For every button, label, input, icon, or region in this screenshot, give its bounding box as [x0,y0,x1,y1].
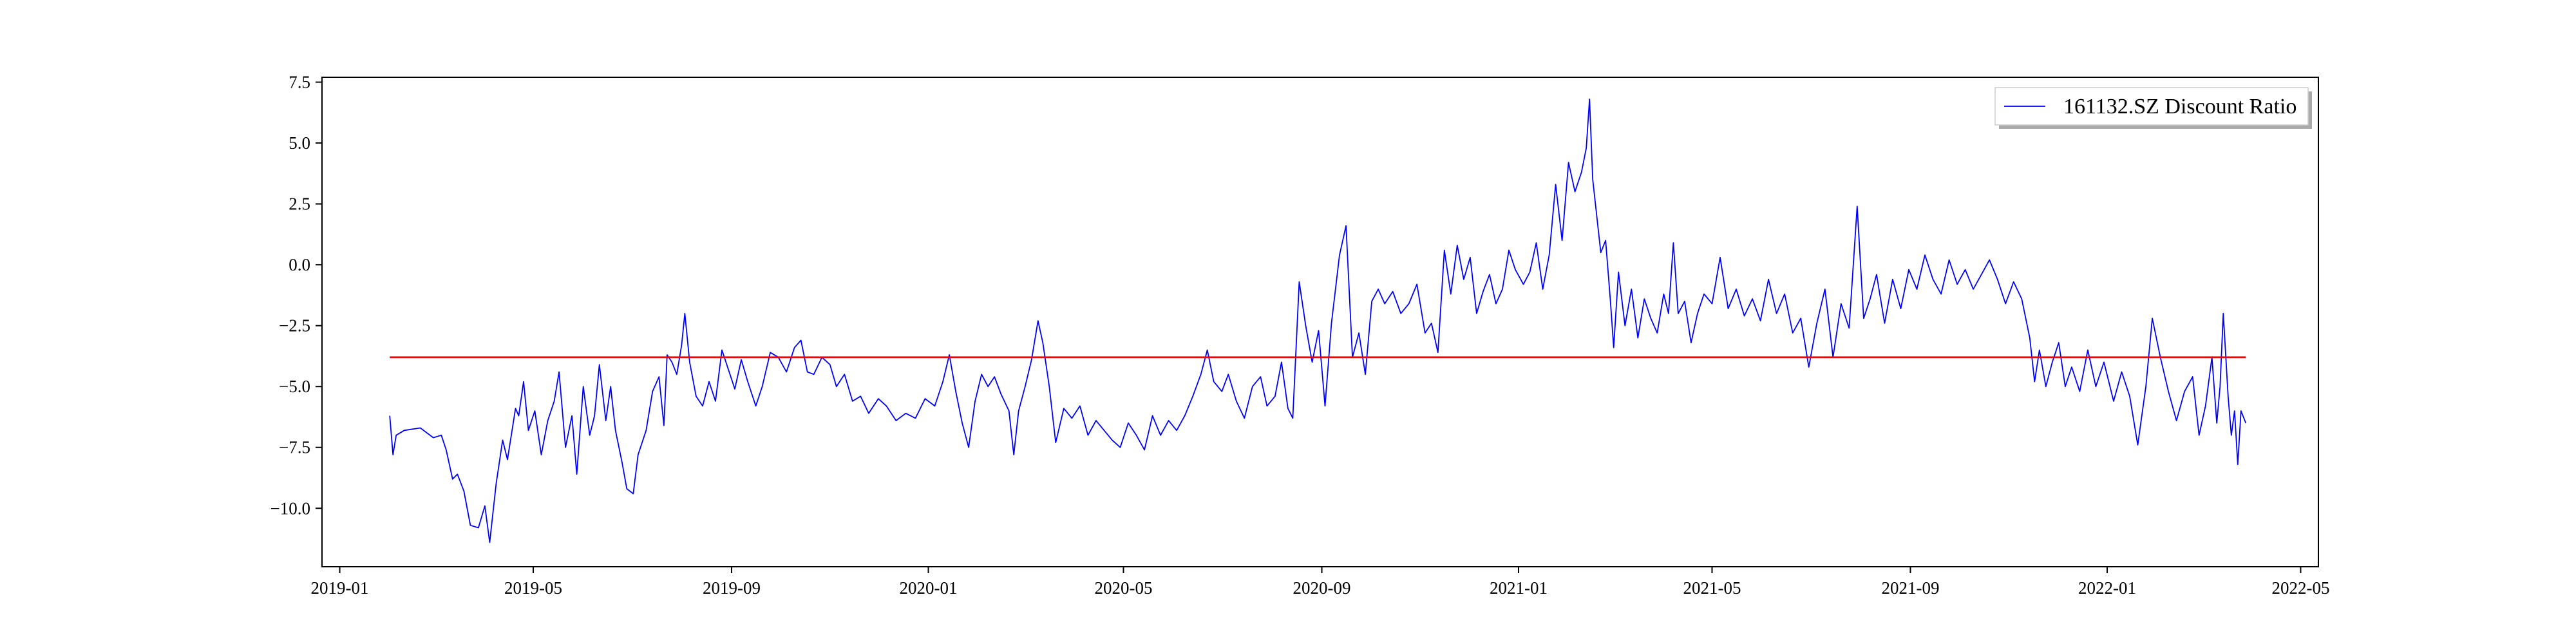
x-tick-label: 2019-01 [311,578,369,598]
x-tick-label: 2019-05 [504,578,562,598]
y-tick-label: −5.0 [279,377,310,396]
x-tick-label: 2019-09 [703,578,761,598]
legend: 161132.SZ Discount Ratio [1994,87,2312,129]
x-tick-label: 2022-01 [2078,578,2136,598]
x-axis-ticks: 2019-01 2019-05 2019-09 2020-01 2020-05 2020-… [311,567,2329,598]
series-layer [389,99,2247,544]
plot-frame [321,77,2319,567]
x-tick-label: 2020-01 [900,578,958,598]
y-tick-label: −2.5 [279,316,310,336]
x-tick-label: 2020-09 [1293,578,1351,598]
y-tick-label: 0.0 [289,255,310,274]
legend-label: 161132.SZ Discount Ratio [2063,95,2297,118]
y-tick-label: 2.5 [289,194,310,214]
x-tick-label: 2020-05 [1095,578,1153,598]
y-tick-label: −7.5 [279,438,310,457]
y-axis-ticks: 7.5 5.0 2.5 0.0 −2.5 −5.0 −7.5 −10.0 [270,73,322,518]
x-tick-label: 2021-05 [1683,578,1741,598]
plot-area [322,77,2318,567]
y-tick-label: −10.0 [270,498,310,518]
y-tick-label: 5.0 [289,133,310,153]
y-tick-label: 7.5 [289,73,310,92]
discount-ratio-line [389,99,2247,544]
x-tick-label: 2021-09 [1881,578,1939,598]
x-tick-label: 2021-01 [1490,578,1548,598]
legend-box [1994,87,2309,126]
x-tick-label: 2022-05 [2271,578,2329,598]
